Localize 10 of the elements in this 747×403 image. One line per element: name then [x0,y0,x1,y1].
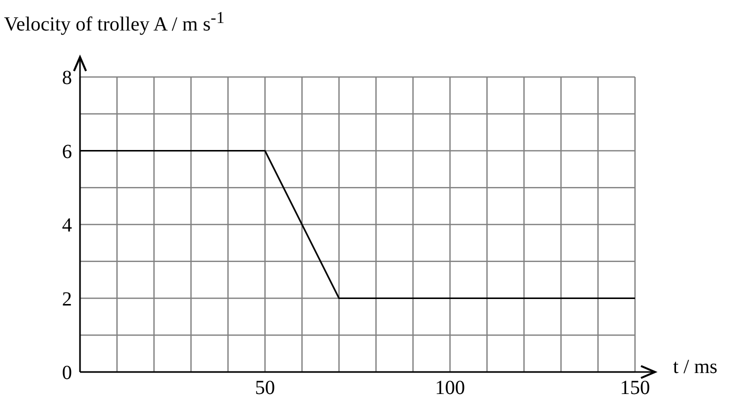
y-tick-label: 6 [62,140,72,163]
y-tick-label: 2 [62,288,72,310]
x-tick-label: 50 [255,377,275,400]
y-axis-title: Velocity of trolley A / m s$^{-1}$ [4,8,225,37]
x-tick-label: 150 [620,377,650,400]
x-axis-title: t / ms [673,356,718,379]
x-tick-label: 100 [435,377,465,400]
y-tick-label: 0 [62,362,72,384]
y-tick-label: 8 [62,67,72,90]
y-tick-label: 4 [62,214,72,237]
